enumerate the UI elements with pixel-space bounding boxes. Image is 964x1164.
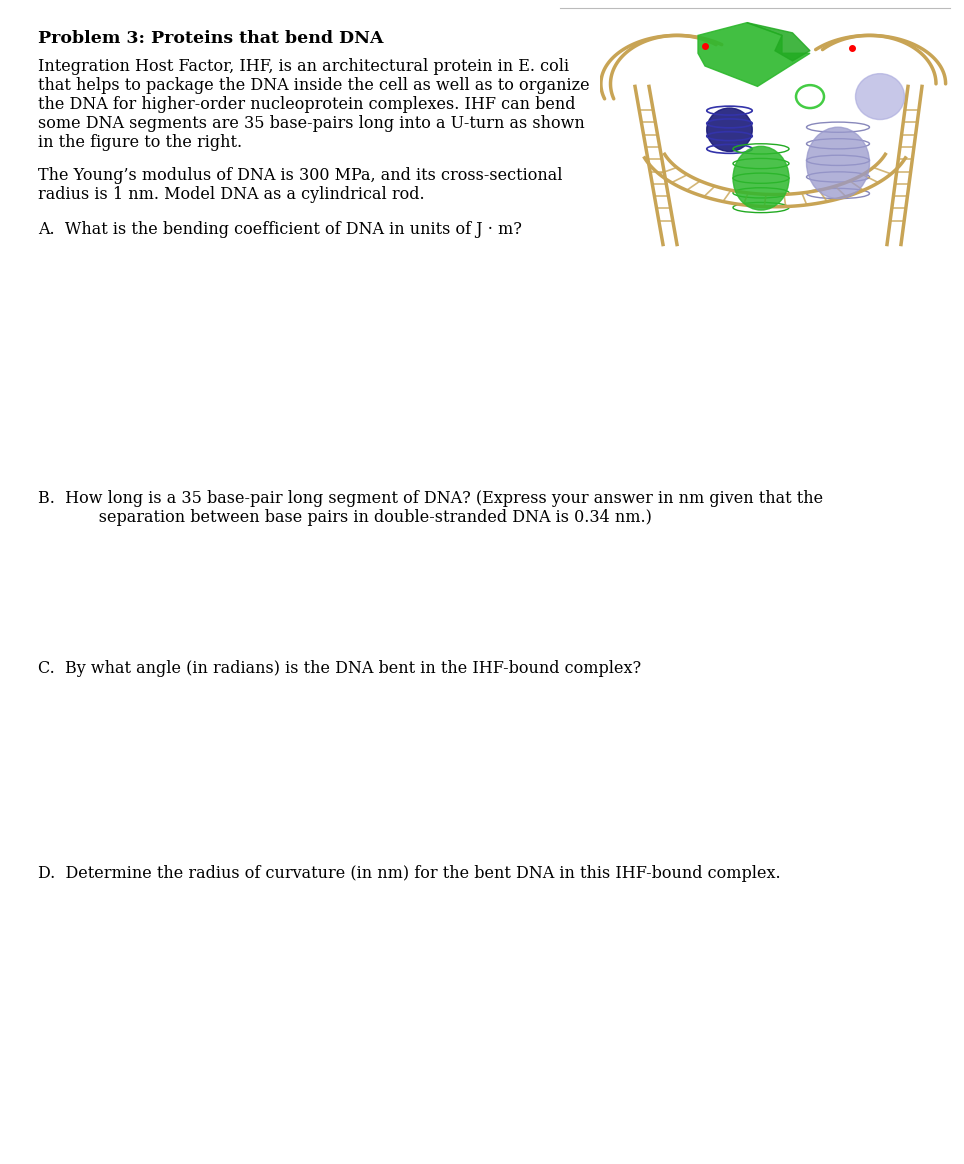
Polygon shape [747,22,810,61]
Ellipse shape [707,108,752,151]
Text: C.  By what angle (in radians) is the DNA bent in the IHF-bound complex?: C. By what angle (in radians) is the DNA… [38,660,641,677]
Text: separation between base pairs in double-stranded DNA is 0.34 nm.): separation between base pairs in double-… [68,509,652,526]
Text: some DNA segments are 35 base-pairs long into a U-turn as shown: some DNA segments are 35 base-pairs long… [38,115,585,132]
Polygon shape [698,22,810,86]
Ellipse shape [855,73,904,120]
Text: that helps to package the DNA inside the cell as well as to organize: that helps to package the DNA inside the… [38,77,590,94]
Text: D.  Determine the radius of curvature (in nm) for the bent DNA in this IHF-bound: D. Determine the radius of curvature (in… [38,865,781,882]
Text: A.  What is the bending coefficient of DNA in units of J · m?: A. What is the bending coefficient of DN… [38,221,522,237]
Ellipse shape [807,127,870,199]
Ellipse shape [733,147,789,210]
Text: radius is 1 nm. Model DNA as a cylindrical rod.: radius is 1 nm. Model DNA as a cylindric… [38,186,424,203]
Text: Integration Host Factor, IHF, is an architectural protein in E. coli: Integration Host Factor, IHF, is an arch… [38,58,569,74]
Text: in the figure to the right.: in the figure to the right. [38,134,242,151]
Text: the DNA for higher-order nucleoprotein complexes. IHF can bend: the DNA for higher-order nucleoprotein c… [38,95,576,113]
Text: The Young’s modulus of DNA is 300 MPa, and its cross-sectional: The Young’s modulus of DNA is 300 MPa, a… [38,166,563,184]
Text: B.  How long is a 35 base-pair long segment of DNA? (Express your answer in nm g: B. How long is a 35 base-pair long segme… [38,490,823,508]
Text: Problem 3: Proteins that bend DNA: Problem 3: Proteins that bend DNA [38,30,384,47]
